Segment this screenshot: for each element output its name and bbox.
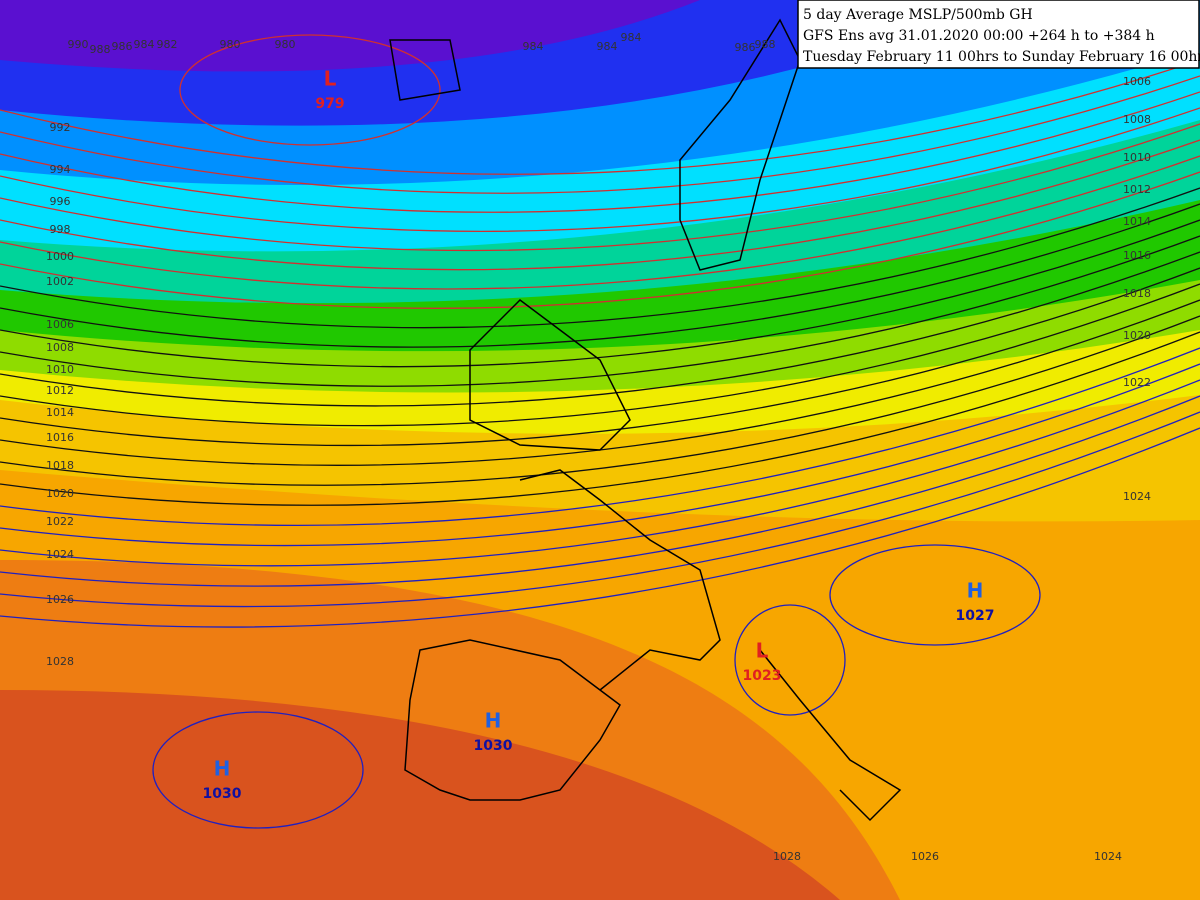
isobar bbox=[0, 59, 1200, 175]
isobar-label: 990 bbox=[68, 38, 89, 51]
isobar bbox=[0, 363, 1200, 547]
isobar bbox=[0, 379, 1200, 567]
isobar bbox=[0, 91, 1200, 213]
isobar bbox=[0, 139, 1200, 271]
isobar bbox=[0, 203, 1200, 348]
isobars bbox=[0, 34, 1200, 829]
header-line: 5 day Average MSLP/500mb GH bbox=[803, 7, 1033, 23]
isobar-label: 1014 bbox=[1123, 215, 1151, 228]
isobar-label: 984 bbox=[597, 40, 618, 53]
isobar bbox=[0, 395, 1200, 587]
isobar bbox=[734, 604, 846, 716]
isobar bbox=[0, 267, 1200, 427]
isobar-label: 986 bbox=[735, 41, 756, 54]
isobar bbox=[0, 251, 1200, 407]
isobar-label: 1010 bbox=[46, 363, 74, 376]
isobar-label: 1010 bbox=[1123, 151, 1151, 164]
isobar-label: 984 bbox=[523, 40, 544, 53]
pressure-centers: L 979 H 1030 H 1030 L 1023 H 1027 bbox=[203, 67, 995, 803]
isobar bbox=[0, 283, 1200, 447]
isobar bbox=[0, 155, 1200, 290]
isobar-label: 1024 bbox=[1123, 490, 1151, 503]
isobar-label: 1012 bbox=[46, 384, 74, 397]
isobar-label: 980 bbox=[220, 38, 241, 51]
center-value: 979 bbox=[315, 96, 344, 112]
header-line: Tuesday February 11 00hrs to Sunday Febr… bbox=[803, 49, 1200, 65]
center-value: 1030 bbox=[474, 738, 513, 754]
isobar-label: 986 bbox=[112, 40, 133, 53]
isobar-label: 980 bbox=[275, 38, 296, 51]
isobar-label: 1018 bbox=[46, 459, 74, 472]
isobar bbox=[0, 187, 1200, 329]
isobar-label: 1022 bbox=[1123, 376, 1151, 389]
center-value: 1027 bbox=[956, 608, 995, 624]
center-value: 1030 bbox=[203, 786, 242, 802]
isobar-label: 1006 bbox=[1123, 75, 1151, 88]
isobar-label: 994 bbox=[50, 163, 71, 176]
isobar-label: 984 bbox=[621, 31, 642, 44]
isobar bbox=[179, 34, 441, 146]
isobar-label: 982 bbox=[157, 38, 178, 51]
isobar bbox=[0, 411, 1200, 608]
isobar-label: 1000 bbox=[46, 250, 74, 263]
isobar-label: 1024 bbox=[1094, 850, 1122, 863]
header-box: 5 day Average MSLP/500mb GH GFS Ens avg … bbox=[797, 0, 1200, 69]
isobar-label: 1028 bbox=[46, 655, 74, 668]
center-letter: H bbox=[485, 709, 502, 733]
isobar-label: 1008 bbox=[1123, 113, 1151, 126]
isobar bbox=[0, 75, 1200, 194]
isobar-label: 1024 bbox=[46, 548, 74, 561]
isobar-label: 1020 bbox=[46, 487, 74, 500]
isobar-label: 1016 bbox=[46, 431, 74, 444]
isobar-label: 992 bbox=[50, 121, 71, 134]
isobar-label: 1008 bbox=[46, 341, 74, 354]
isobar-label: 1014 bbox=[46, 406, 74, 419]
isobar bbox=[0, 235, 1200, 387]
isobar bbox=[0, 107, 1200, 232]
isobar-label: 984 bbox=[134, 38, 155, 51]
isobar-label: 996 bbox=[50, 195, 71, 208]
isobar bbox=[0, 347, 1200, 527]
isobar-label: 1016 bbox=[1123, 249, 1151, 262]
isobar bbox=[0, 427, 1200, 628]
header-background bbox=[797, 0, 1200, 69]
isobar bbox=[0, 315, 1200, 486]
isobar-label: 1006 bbox=[46, 318, 74, 331]
isobar bbox=[0, 171, 1200, 309]
isobar-label: 988 bbox=[90, 43, 111, 56]
isobar-label: 1026 bbox=[911, 850, 939, 863]
isobar-label: 988 bbox=[755, 38, 776, 51]
center-letter: H bbox=[967, 579, 984, 603]
isobar-label: 1026 bbox=[46, 593, 74, 606]
isobar bbox=[152, 711, 364, 829]
isobar-label: 1002 bbox=[46, 275, 74, 288]
isobar-label: 1022 bbox=[46, 515, 74, 528]
isobar-label: 998 bbox=[50, 223, 71, 236]
center-value: 1023 bbox=[743, 668, 782, 684]
isobar-label: 1018 bbox=[1123, 287, 1151, 300]
isobar bbox=[829, 544, 1041, 646]
isobar-label: 1028 bbox=[773, 850, 801, 863]
isobar-label: 1020 bbox=[1123, 329, 1151, 342]
isobar bbox=[0, 123, 1200, 252]
header-line: GFS Ens avg 31.01.2020 00:00 +264 h to +… bbox=[803, 28, 1155, 44]
isobar-label: 1012 bbox=[1123, 183, 1151, 196]
center-letter: L bbox=[756, 639, 769, 663]
coastlines bbox=[389, 18, 902, 822]
isobar bbox=[0, 219, 1200, 368]
center-letter: L bbox=[324, 67, 337, 91]
center-letter: H bbox=[214, 757, 231, 781]
isobar bbox=[0, 331, 1200, 506]
